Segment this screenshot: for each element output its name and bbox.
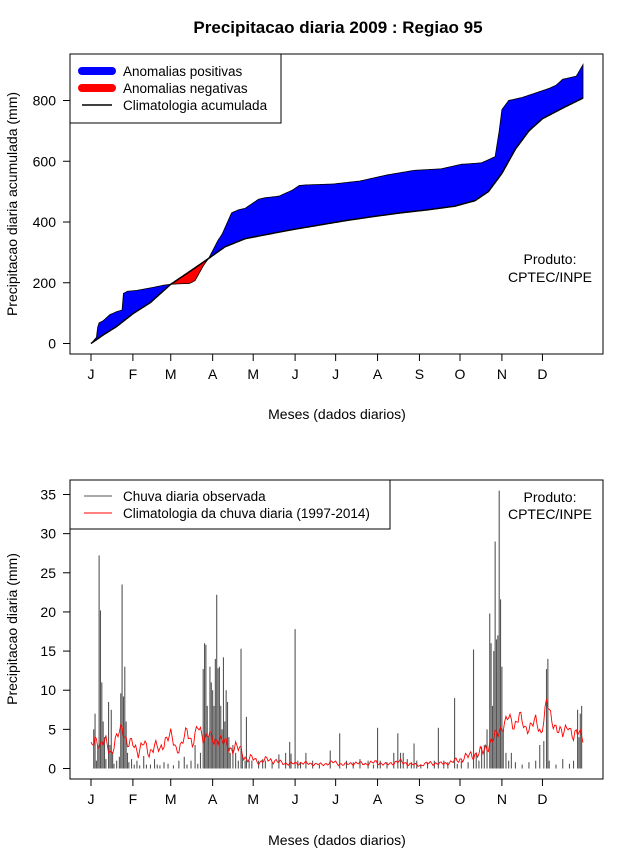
product-note-line1: Produto: (524, 251, 577, 267)
x-tick-label: S (415, 366, 424, 382)
y-tick-label: 400 (33, 214, 57, 230)
cumulative-chart: 0 200 400 600 800 J F M A M J J A S O N D Precipitacao … (4, 53, 604, 422)
y-tick-label: 30 (40, 526, 56, 542)
y-tick-label: 15 (40, 643, 56, 659)
y-tick-label: 0 (48, 761, 56, 777)
y-axis-label-1: Precipitacao diaria acumulada (mm) (4, 92, 20, 316)
legend-1: Anomalias positivas Anomalias negativas … (69, 53, 282, 124)
legend-label-climatology: Climatologia acumulada (123, 98, 268, 113)
y-tick-label: 20 (40, 604, 56, 620)
x-tick-label: J (88, 791, 95, 807)
cumulative-lines (90, 97, 584, 345)
legend-label-negative: Anomalias negativas (123, 81, 248, 96)
x-tick-label: A (373, 366, 383, 382)
x-tick-label: J (332, 791, 339, 807)
x-tick-label: N (497, 791, 507, 807)
x-tick-label: M (247, 791, 259, 807)
x-tick-label: M (165, 366, 177, 382)
legend-label-climatology-daily: Climatologia da chuva diaria (1997-2014) (123, 506, 370, 521)
legend-label-observed: Chuva diaria observada (123, 489, 266, 504)
daily-climatology-line (90, 698, 584, 767)
y-axis-2: 0 5 10 15 20 25 30 35 (40, 487, 71, 777)
y-tick-label: 35 (40, 487, 56, 503)
x-tick-label: J (88, 366, 95, 382)
legend-box-2 (69, 479, 391, 530)
product-note-line2-b: CPTEC/INPE (508, 506, 592, 522)
x-tick-label: J (332, 366, 339, 382)
product-note-line1-b: Produto: (524, 489, 577, 505)
x-axis-label-1: Meses (dados diarios) (268, 406, 406, 422)
x-axis-label-2: Meses (dados diarios) (268, 832, 406, 848)
chart-title: Precipitacao diaria 2009 : Regiao 95 (193, 18, 482, 37)
y-tick-label: 0 (48, 336, 56, 352)
y-tick-label: 200 (33, 275, 57, 291)
x-tick-label: F (129, 791, 138, 807)
product-note-line2: CPTEC/INPE (508, 269, 592, 285)
x-tick-label: A (208, 366, 218, 382)
y-tick-label: 800 (33, 93, 57, 109)
climatology-daily-line (90, 698, 584, 767)
x-tick-label: O (455, 366, 466, 382)
x-tick-label: J (292, 791, 299, 807)
x-tick-label: N (497, 366, 507, 382)
y-tick-label: 25 (40, 565, 56, 581)
x-tick-label: S (415, 791, 424, 807)
x-tick-label: M (247, 366, 259, 382)
y-axis-1: 0 200 400 600 800 (33, 93, 71, 352)
x-tick-label: F (129, 366, 138, 382)
y-tick-label: 600 (33, 153, 57, 169)
x-tick-label: A (208, 791, 218, 807)
x-tick-label: D (537, 366, 547, 382)
legend-2: Chuva diaria observada Climatologia da c… (69, 479, 391, 530)
climatology-cumulative-line (90, 97, 584, 345)
y-tick-label: 10 (40, 682, 56, 698)
x-tick-label: O (455, 791, 466, 807)
x-tick-label: M (165, 791, 177, 807)
x-tick-label: J (292, 366, 299, 382)
observed-bars (93, 490, 583, 769)
legend-label-positive: Anomalias positivas (123, 64, 243, 79)
x-tick-label: D (537, 791, 547, 807)
x-tick-label: A (373, 791, 383, 807)
y-axis-label-2: Precipitacao diaria (mm) (4, 553, 20, 705)
daily-chart: 0 5 10 15 20 25 30 35 J F M A M J J A S O N D Precipitacao… (4, 479, 604, 848)
y-tick-label: 5 (48, 721, 56, 737)
